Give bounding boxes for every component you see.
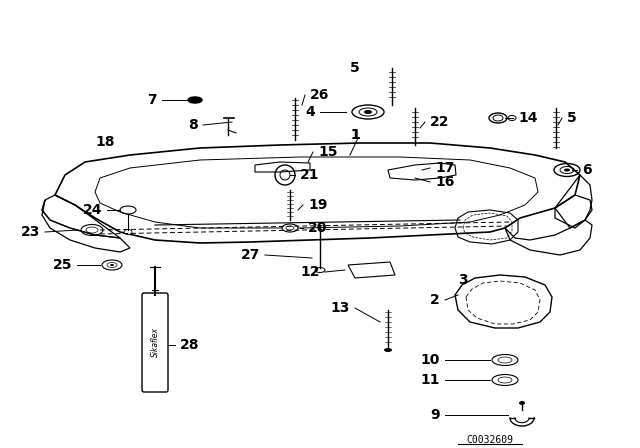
Text: 22: 22 <box>430 115 449 129</box>
Text: 25: 25 <box>52 258 72 272</box>
Text: 21: 21 <box>300 168 319 182</box>
Text: 1: 1 <box>350 128 360 142</box>
Ellipse shape <box>110 264 114 266</box>
Ellipse shape <box>384 348 392 352</box>
Text: 20: 20 <box>308 221 328 235</box>
Text: 24: 24 <box>83 203 102 217</box>
Text: 4: 4 <box>305 105 315 119</box>
Text: 23: 23 <box>20 225 40 239</box>
Text: 10: 10 <box>420 353 440 367</box>
Ellipse shape <box>124 229 132 234</box>
Text: 5: 5 <box>350 61 360 75</box>
Text: 16: 16 <box>435 175 454 189</box>
Text: 2: 2 <box>430 293 440 307</box>
Text: 6: 6 <box>582 163 591 177</box>
Text: 19: 19 <box>308 198 328 212</box>
Text: 3: 3 <box>458 273 468 287</box>
Ellipse shape <box>187 96 203 104</box>
Text: 1: 1 <box>350 128 360 142</box>
Text: Sikaflex: Sikaflex <box>150 327 159 357</box>
Text: 7: 7 <box>147 93 157 107</box>
Text: 27: 27 <box>241 248 260 262</box>
Text: 8: 8 <box>188 118 198 132</box>
Text: 17: 17 <box>435 161 454 175</box>
Ellipse shape <box>564 168 570 172</box>
Text: 12: 12 <box>301 265 320 279</box>
Text: 5: 5 <box>567 111 577 125</box>
FancyBboxPatch shape <box>142 293 168 392</box>
Text: 15: 15 <box>318 145 337 159</box>
Text: 13: 13 <box>331 301 350 315</box>
Text: 9: 9 <box>430 408 440 422</box>
Ellipse shape <box>519 401 525 405</box>
Text: 26: 26 <box>310 88 330 102</box>
Text: 18: 18 <box>95 135 115 149</box>
Text: 28: 28 <box>180 338 200 352</box>
Text: 11: 11 <box>420 373 440 387</box>
Text: C0032609: C0032609 <box>467 435 513 445</box>
Ellipse shape <box>315 267 325 272</box>
Text: 14: 14 <box>518 111 538 125</box>
Ellipse shape <box>364 110 372 114</box>
Ellipse shape <box>282 224 298 232</box>
